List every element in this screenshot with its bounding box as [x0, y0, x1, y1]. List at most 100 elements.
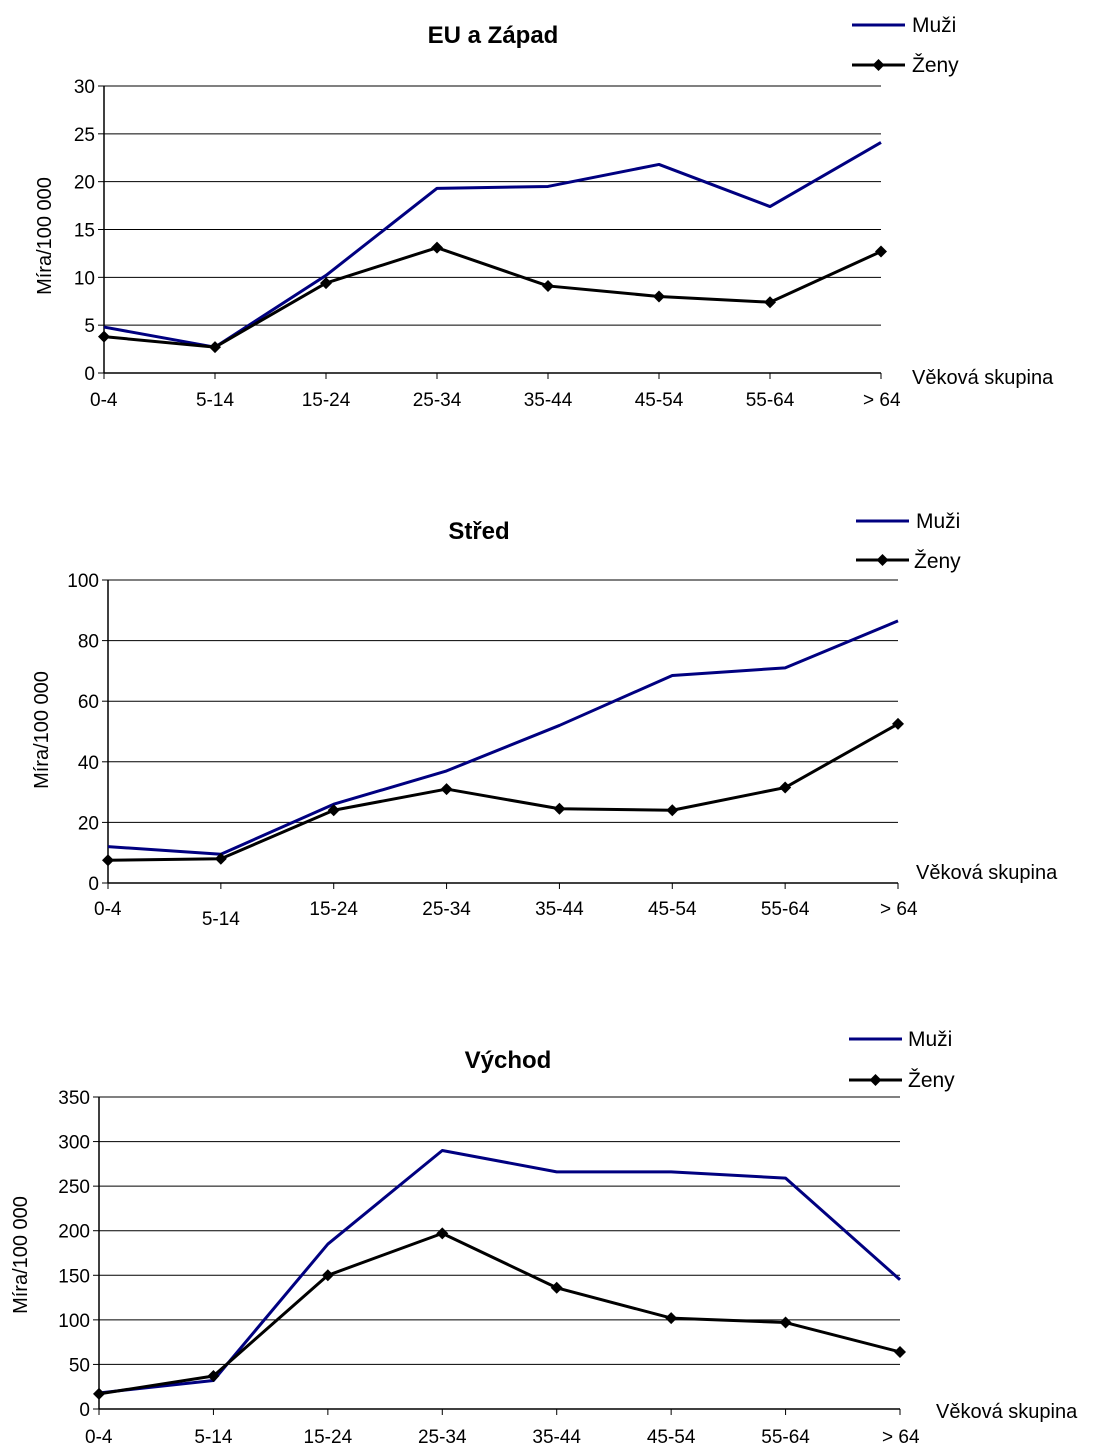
plot-area: 0 5 10 15 20 25 30 0-4 5-14 15-24 25-34 35-44 45-54 5… [74, 77, 901, 411]
data-point-zeny [779, 781, 792, 794]
y-tick-label: 40 [78, 753, 99, 774]
legend-label-muzi: Muži [908, 1028, 952, 1051]
data-point-zeny [894, 1345, 906, 1358]
data-point-zeny [892, 717, 904, 730]
x-tick-label: 35-44 [532, 1427, 581, 1445]
y-tick-label: 350 [58, 1088, 90, 1109]
series-line-zeny [103, 246, 882, 349]
x-tick-label: > 64 [882, 1427, 920, 1445]
x-tick-label: 55-64 [746, 390, 795, 411]
plot-area: 0 50 100 150 200 250 300 350 0-4 5-14 15-24 25-34 35… [58, 1088, 920, 1445]
y-tick-label: 60 [78, 692, 99, 713]
chart-svg: Střed Míra/100 000 Věková skupina Muži Ž… [31, 510, 1058, 930]
x-axis-label: Věková skupina [912, 367, 1054, 389]
x-tick-label: 35-44 [535, 899, 584, 920]
legend-label-zeny: Ženy [914, 550, 961, 573]
y-tick-label: 30 [74, 77, 95, 98]
y-tick-label: 150 [58, 1266, 90, 1287]
series-line-zeny [98, 1231, 901, 1396]
x-tick-label: 25-34 [422, 899, 471, 920]
data-point-zeny [666, 804, 679, 817]
series-line-muzi [98, 1148, 901, 1395]
y-tick-label: 200 [58, 1222, 90, 1243]
data-point-zeny [542, 279, 554, 292]
chart-svg: EU a Západ Míra/100 000 Věková skupina M… [34, 14, 1054, 411]
data-point-zeny [431, 241, 443, 254]
x-tick-label: 35-44 [524, 390, 573, 411]
x-tick-label: 25-34 [418, 1427, 467, 1445]
x-tick-label: 25-34 [413, 390, 462, 411]
legend: Muži Ženy [849, 1028, 955, 1092]
x-tick-label: 0-4 [85, 1427, 113, 1445]
data-point-zeny [102, 854, 114, 867]
x-tick-label: 5-14 [194, 1427, 232, 1445]
x-tick-label: 15-24 [302, 390, 351, 411]
data-point-zeny [321, 1269, 334, 1282]
chart-title: Východ [465, 1047, 552, 1074]
legend-label-zeny: Ženy [912, 54, 959, 77]
x-tick-label: 45-54 [647, 1427, 696, 1445]
y-tick-label: 100 [67, 571, 99, 592]
x-tick-label: 15-24 [304, 1427, 353, 1445]
y-tick-label: 0 [79, 1400, 90, 1421]
series-line-muzi [103, 141, 882, 349]
data-point-zeny [320, 277, 332, 290]
plot-area: 0 20 40 60 80 100 0-4 5-14 15-24 25-34 35-44 45-54 5… [67, 571, 918, 930]
data-point-zeny [207, 1370, 220, 1383]
y-tick-label: 25 [74, 125, 95, 146]
x-tick-label: 5-14 [196, 390, 234, 411]
legend-label-zeny: Ženy [908, 1069, 955, 1092]
legend-label-muzi: Muži [912, 14, 956, 37]
y-tick-label: 5 [84, 316, 95, 337]
legend-marker-zeny [876, 554, 889, 566]
x-tick-label: 45-54 [635, 390, 684, 411]
data-point-zeny [553, 802, 566, 815]
x-tick-label: 15-24 [309, 899, 358, 920]
y-tick-label: 20 [74, 173, 95, 194]
y-tick-label: 300 [58, 1133, 90, 1154]
x-tick-label: 55-64 [761, 899, 810, 920]
y-tick-label: 0 [88, 874, 99, 895]
x-axis-label: Věková skupina [936, 1401, 1078, 1423]
x-tick-label: 5-14 [202, 909, 240, 930]
data-point-zeny [550, 1281, 563, 1294]
data-point-zeny [98, 330, 110, 343]
chart-title: EU a Západ [428, 22, 559, 49]
chart-svg: Východ Míra/100 000 Věková skupina Muži … [10, 1028, 1078, 1445]
y-tick-label: 0 [84, 364, 95, 385]
data-point-zeny [665, 1312, 678, 1325]
x-tick-label: 0-4 [90, 390, 118, 411]
legend-marker-zeny [869, 1074, 882, 1086]
data-point-zeny [653, 290, 665, 303]
y-tick-label: 10 [74, 268, 95, 289]
series-line-muzi [107, 619, 899, 856]
y-tick-label: 50 [69, 1355, 90, 1376]
x-tick-label: 0-4 [94, 899, 122, 920]
y-axis-label: Míra/100 000 [34, 177, 56, 295]
series-line-zeny [107, 722, 899, 862]
data-point-zeny [764, 296, 776, 309]
y-tick-label: 250 [58, 1177, 90, 1198]
x-tick-label: > 64 [863, 390, 901, 411]
data-point-zeny [214, 852, 227, 865]
data-point-zeny [209, 341, 221, 354]
chart-stred: Střed Míra/100 000 Věková skupina Muži Ž… [0, 490, 1109, 940]
data-point-zeny [436, 1227, 449, 1240]
y-tick-label: 80 [78, 632, 99, 653]
y-axis-label: Míra/100 000 [10, 1196, 32, 1314]
legend: Muži Ženy [852, 14, 959, 77]
y-axis-label: Míra/100 000 [31, 671, 53, 789]
y-tick-label: 15 [74, 221, 95, 242]
y-tick-label: 20 [78, 813, 99, 834]
legend-marker-zeny [872, 59, 885, 71]
x-tick-label: > 64 [880, 899, 918, 920]
x-tick-label: 45-54 [648, 899, 697, 920]
chart-title: Střed [448, 518, 509, 545]
y-tick-label: 100 [58, 1311, 90, 1332]
data-point-zeny [327, 804, 340, 817]
x-tick-label: 55-64 [761, 1427, 810, 1445]
data-point-zeny [875, 245, 887, 258]
chart-eu-zapad: EU a Západ Míra/100 000 Věková skupina M… [0, 0, 1109, 440]
chart-vychod: Východ Míra/100 000 Věková skupina Muži … [0, 1010, 1109, 1445]
data-point-zeny [440, 783, 453, 796]
